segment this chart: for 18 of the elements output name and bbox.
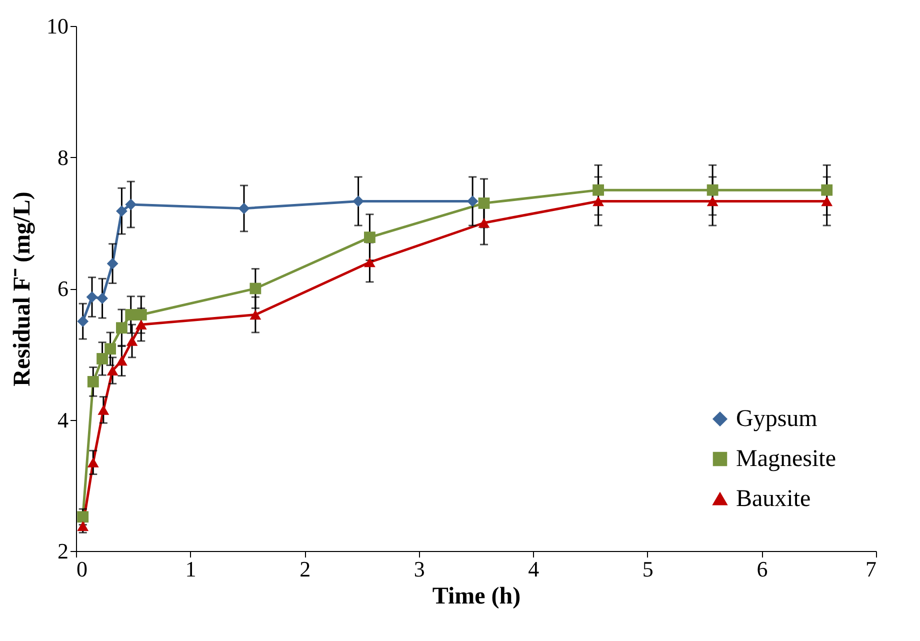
x-tick-label: 1 (185, 556, 196, 582)
x-tick-label: 4 (528, 556, 540, 582)
y-tick-label: 2 (58, 538, 68, 564)
x-tick-label: 7 (866, 556, 876, 582)
x-tick-label: 2 (300, 556, 311, 582)
y-tick-label: 8 (58, 144, 68, 170)
y-tick-label: 6 (58, 276, 68, 301)
y-tick-label: 10 (46, 14, 68, 38)
x-tick-label: 0 (76, 556, 88, 582)
x-tick-label: 3 (414, 556, 425, 582)
legend-label: Magnesite (736, 446, 836, 472)
y-tick-label: 4 (58, 407, 68, 432)
x-axis-title: Time (h) (432, 584, 521, 610)
x-tick-label: 5 (642, 556, 654, 582)
y-axis-title: Residual F⁻ (mg/L) (10, 192, 36, 386)
legend-label: Gypsum (736, 406, 818, 432)
legend-label: Bauxite (736, 486, 811, 512)
x-tick-label: 6 (756, 556, 768, 582)
